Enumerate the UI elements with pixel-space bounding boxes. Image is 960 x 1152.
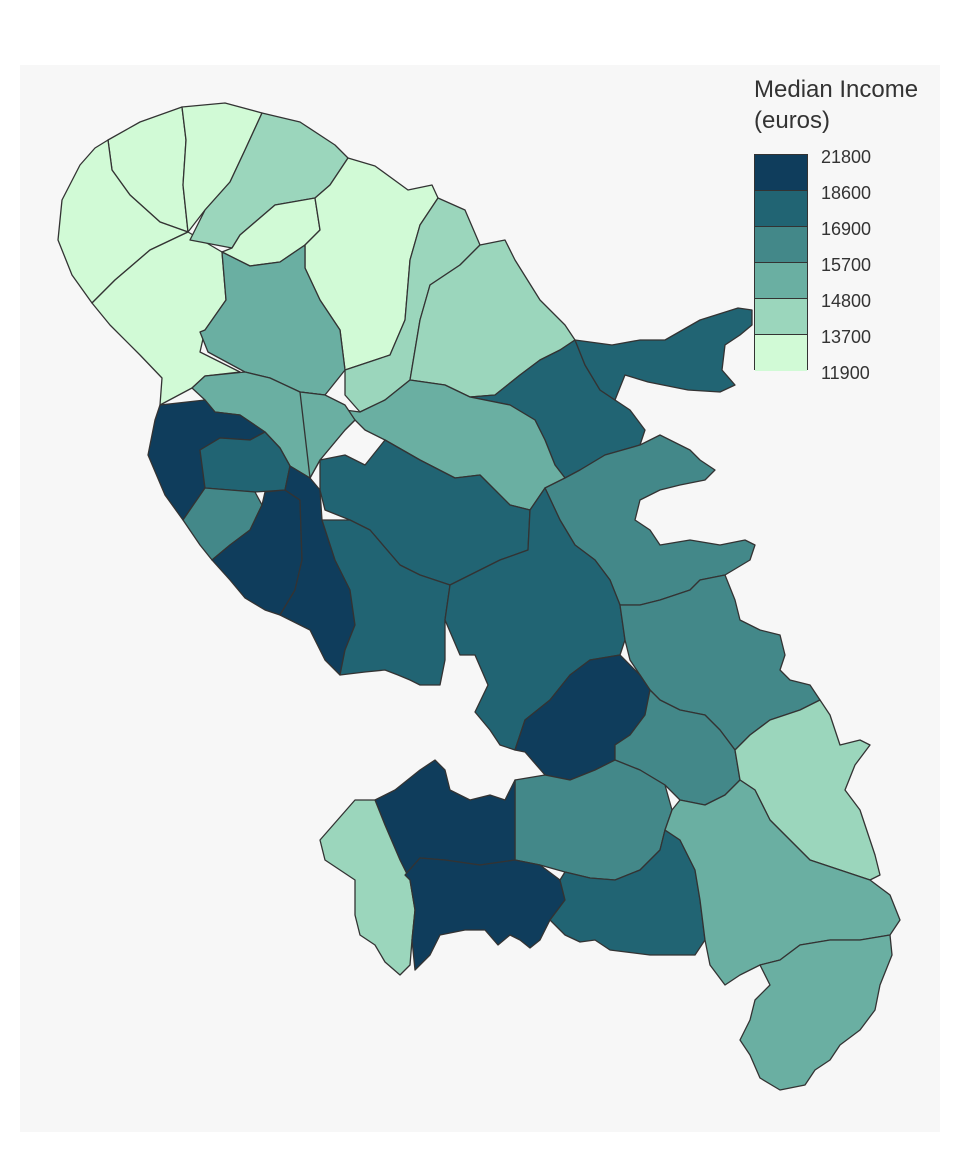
legend-swatch-3 — [755, 227, 807, 263]
legend-swatch-1 — [755, 155, 807, 191]
legend-tick-label: 14800 — [821, 291, 872, 311]
legend-swatch-6 — [755, 335, 807, 371]
legend-tick-label: 11900 — [821, 363, 870, 383]
commune-caravelle[interactable] — [574, 307, 753, 401]
commune-prechur[interactable] — [91, 231, 241, 406]
commune-anses-darlet[interactable] — [319, 799, 416, 976]
legend-tick-label: 18600 — [821, 183, 872, 203]
legend: Median Income (euros) 21800 18600 16900 … — [754, 74, 944, 383]
legend-title-line1: Median Income — [754, 76, 919, 103]
legend-tick-label: 21800 — [821, 147, 872, 167]
commune-morne-vert[interactable] — [299, 391, 356, 479]
legend-title: Median Income (euros) — [754, 74, 944, 136]
commune-sainte-anne[interactable] — [739, 934, 893, 1091]
legend-swatch-5 — [755, 299, 807, 335]
legend-tick-label: 13700 — [821, 327, 872, 347]
legend-swatch-4 — [755, 263, 807, 299]
legend-tick-label: 16900 — [821, 219, 872, 239]
legend-color-bar — [754, 154, 808, 371]
commune-lamentin[interactable] — [444, 487, 626, 751]
commune-diamant[interactable] — [404, 857, 566, 971]
legend-tick-label: 15700 — [821, 255, 872, 275]
legend-title-line2: (euros) — [754, 107, 831, 134]
legend-swatch-2 — [755, 191, 807, 227]
commune-fort-de-france[interactable] — [321, 519, 451, 686]
